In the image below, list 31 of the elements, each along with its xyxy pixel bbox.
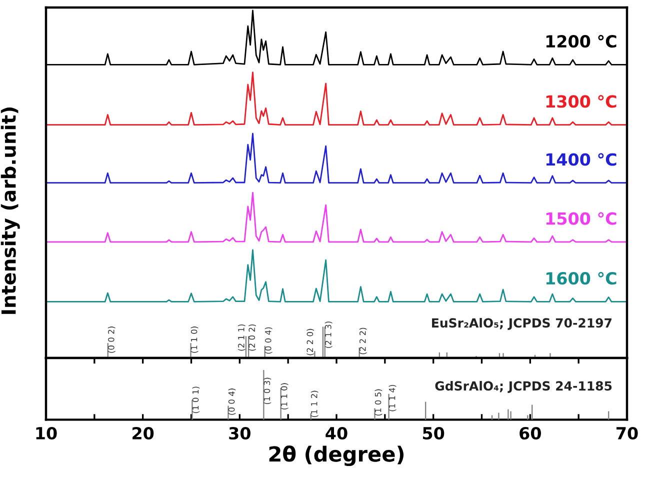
x-axis-title: 2θ (degree) <box>269 446 404 466</box>
annotation: GdSrAlO₄; JCPDS 24-1185 <box>435 380 612 393</box>
annotation: (1 1 4) <box>388 384 396 412</box>
x-tick-label: 20 <box>132 426 154 440</box>
annotation: (0 0 4) <box>264 327 272 354</box>
annotation: (2 2 0) <box>306 328 314 356</box>
annotation: EuSr₂AlO₅; JCPDS 70-2197 <box>432 318 612 330</box>
annotation: (2 1 1) <box>238 324 246 351</box>
x-tick-label: 50 <box>423 426 444 440</box>
x-tick-label: 30 <box>229 426 250 440</box>
x-tick-label: 40 <box>326 426 348 440</box>
series-label: 1500 °C <box>546 212 616 225</box>
y-axis-title: Intensity (arb.unit) <box>0 108 20 314</box>
annotation: (0 0 4) <box>228 388 236 415</box>
annotation: (1 1 0) <box>280 383 288 410</box>
x-tick-label: 70 <box>616 426 638 440</box>
series-label: 1400 °C <box>546 153 616 166</box>
annotation: (2 2 2) <box>359 328 367 354</box>
annotation: (1 1 2) <box>310 390 318 418</box>
series-label: 1300 °C <box>546 95 616 108</box>
annotation: (1 0 1) <box>192 386 200 414</box>
x-tick-label: 60 <box>520 426 541 440</box>
series-label: 1200 °C <box>546 34 616 48</box>
series-label: 1600 °C <box>546 272 616 285</box>
x-tick-label: 10 <box>36 426 57 440</box>
annotation: (1 0 5) <box>374 389 382 416</box>
annotation: (2 0 2) <box>248 324 256 351</box>
annotation: (2 1 3) <box>324 322 332 348</box>
annotation: (1 0 3) <box>264 378 272 404</box>
annotation: (0 0 2) <box>108 326 116 353</box>
annotation: (1 1 0) <box>190 326 198 353</box>
